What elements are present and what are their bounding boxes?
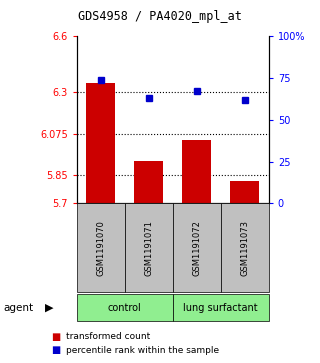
Bar — [86, 83, 115, 203]
Text: GSM1191072: GSM1191072 — [192, 220, 201, 276]
Text: GDS4958 / PA4020_mpl_at: GDS4958 / PA4020_mpl_at — [78, 10, 242, 23]
Text: agent: agent — [3, 303, 33, 313]
Text: GSM1191073: GSM1191073 — [240, 220, 249, 276]
Text: ▶: ▶ — [45, 303, 54, 313]
Text: percentile rank within the sample: percentile rank within the sample — [66, 346, 219, 355]
Text: ■: ■ — [52, 332, 60, 342]
Text: lung surfactant: lung surfactant — [183, 303, 258, 313]
Bar — [182, 140, 211, 203]
Text: ■: ■ — [52, 345, 60, 355]
Text: control: control — [108, 303, 142, 313]
Bar — [230, 181, 259, 203]
Text: GSM1191070: GSM1191070 — [96, 220, 105, 276]
Text: transformed count: transformed count — [66, 333, 150, 341]
Bar — [134, 160, 163, 203]
Text: GSM1191071: GSM1191071 — [144, 220, 153, 276]
